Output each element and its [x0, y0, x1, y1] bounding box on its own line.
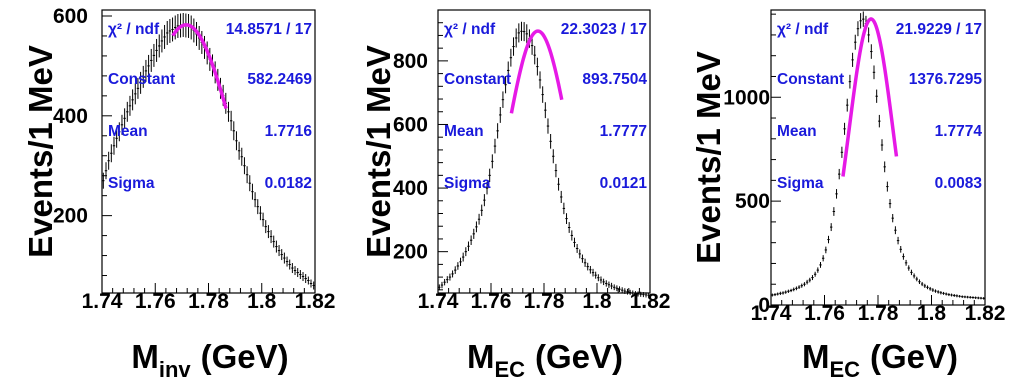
y-tick-label: 200 [393, 241, 428, 264]
panel-minv: Events/1 MeV Minv (GeV) 1.74 1.76 1.78 1.8 1.… [22, 5, 335, 377]
x-tick-label: 1.74 [82, 290, 123, 313]
fit-curve [841, 17, 899, 177]
y-tick-label: 0 [758, 294, 770, 317]
stats-name: χ² / ndf [108, 21, 160, 38]
x-axis-title-main: M [131, 338, 159, 375]
y-tick-label: 800 [393, 50, 428, 73]
plot-frame [437, 9, 651, 294]
stats-value: 1.7777 [600, 123, 647, 140]
panel-mec-2: Events/1 MeV MEC (GeV) 1.74 1.76 1.78 1.8 1.8… [690, 9, 1006, 377]
y-tick-label: 400 [53, 105, 88, 128]
x-tick-label: 1.8 [247, 290, 277, 313]
stats-name: Mean [108, 123, 148, 140]
stats-value: 14.8571 / 17 [226, 21, 312, 38]
x-tick-label: 1.78 [858, 302, 899, 325]
plot-frame [770, 9, 986, 306]
x-tick-label: 1.82 [630, 290, 671, 313]
y-tick-label: 200 [53, 205, 88, 228]
stats-value: 22.3023 / 17 [561, 21, 647, 38]
stats-name: Sigma [444, 175, 491, 192]
x-tick-label: 1.78 [524, 290, 565, 313]
y-axis-title: Events/1 MeV [360, 45, 397, 258]
stats-name: Constant [444, 71, 511, 88]
x-tick-label: 1.74 [418, 290, 459, 313]
stats-name: χ² / ndf [777, 21, 829, 38]
stats-value: 1.7716 [265, 123, 313, 140]
stats-name: Constant [108, 71, 175, 88]
x-axis-title: MEC (GeV) [467, 338, 623, 377]
x-tick-label: 1.78 [188, 290, 229, 313]
x-tick-label: 1.76 [471, 290, 512, 313]
stats-value: 0.0182 [265, 175, 312, 192]
y-tick-label: 600 [53, 5, 88, 28]
y-tick-label: 600 [393, 113, 428, 136]
x-axis-title-main: M [467, 338, 495, 375]
stats-name: Mean [777, 123, 817, 140]
x-axis-title-unit: (GeV) [201, 338, 289, 375]
x-tick-label: 1.76 [804, 302, 845, 325]
y-axis-title: Events/1 MeV [690, 51, 727, 264]
y-tick-label: 500 [735, 190, 770, 213]
stats-name: Mean [444, 123, 484, 140]
x-axis-title-unit: (GeV) [870, 338, 958, 375]
fit-curve [171, 23, 228, 110]
x-axis-title-unit: (GeV) [535, 338, 623, 375]
x-tick-label: 1.8 [917, 302, 947, 325]
x-axis-title-sub: inv [159, 357, 192, 377]
fit-curve [509, 29, 564, 114]
x-tick-label: 1.8 [582, 290, 612, 313]
x-axis-title-main: M [802, 338, 830, 375]
x-axis-title-sub: EC [829, 357, 860, 377]
y-tick-label: 400 [393, 177, 428, 200]
stats-value: 1376.7295 [909, 71, 983, 88]
stats-name: Sigma [108, 175, 155, 192]
x-tick-label: 1.82 [965, 302, 1006, 325]
stats-value: 582.2469 [247, 71, 312, 88]
x-axis-title-sub: EC [494, 357, 525, 377]
panel-mec-1: Events/1 MeV MEC (GeV) 1.74 1.76 1.78 1.8 1.8… [360, 9, 671, 377]
stats-value: 1.7774 [935, 123, 983, 140]
stats-name: Sigma [777, 175, 824, 192]
x-tick-label: 1.76 [135, 290, 176, 313]
stats-name: χ² / ndf [444, 21, 496, 38]
x-tick-label: 1.82 [295, 290, 336, 313]
x-tick-label: 1.74 [751, 302, 792, 325]
y-axis-title: Events/1 MeV [22, 45, 59, 258]
stats-value: 893.7504 [582, 71, 647, 88]
stats-value: 21.9229 / 17 [896, 21, 982, 38]
stats-value: 0.0121 [600, 175, 648, 192]
stats-name: Constant [777, 71, 844, 88]
x-axis-title: Minv (GeV) [131, 338, 288, 377]
stats-value: 0.0083 [935, 175, 983, 192]
y-tick-label: 1000 [723, 86, 770, 109]
x-axis-title: MEC (GeV) [802, 338, 958, 377]
